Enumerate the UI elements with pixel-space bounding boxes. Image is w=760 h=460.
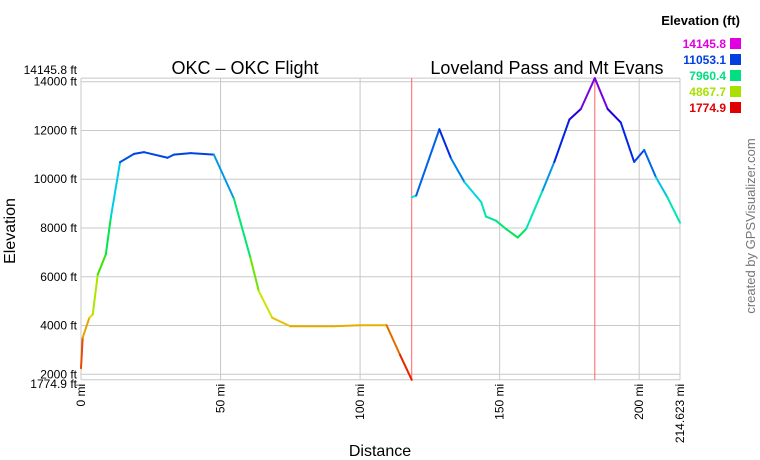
legend-swatch [730, 70, 741, 81]
series-2-segment [480, 201, 487, 218]
y-tick-label: 10000 ft [34, 172, 78, 186]
series-title-1: OKC – OKC Flight [171, 58, 318, 78]
series-2-segment [593, 77, 609, 111]
credit-text: created by GPSVisualizer.com [743, 138, 758, 313]
x-axis-label: Distance [349, 443, 411, 460]
legend: Elevation (ft) 14145.8 11053.1 7960.4 4867.… [661, 13, 741, 115]
legend-swatch [730, 102, 741, 113]
series-2-segment [505, 227, 519, 239]
series-2-segment [450, 157, 466, 184]
series-2-segment [579, 77, 596, 111]
series-2-segment [541, 160, 556, 192]
series-1-segment [104, 216, 112, 256]
x-tick-label: 200 mi [632, 384, 646, 420]
y-extreme-label: 1774.9 ft [30, 377, 77, 391]
y-tick-label: 4000 ft [40, 319, 77, 333]
series-1-segment [81, 316, 91, 339]
x-tick-labels: 0 mi 50 mi 100 mi 150 mi 200 mi 214.623 mi [74, 384, 687, 443]
series-title-2: Loveland Pass and Mt Evans [430, 58, 663, 78]
series-2-segment [553, 118, 571, 163]
series-2-segment [516, 227, 528, 239]
series-1-segment [109, 161, 122, 219]
series-1-segment [399, 353, 413, 381]
series-2-segment [654, 176, 669, 199]
series-1-segment [91, 273, 99, 316]
series-2-segment [666, 196, 681, 224]
x-tick-label: 100 mi [353, 384, 367, 420]
series-1-segment [271, 316, 292, 328]
series-2-segment [619, 121, 636, 163]
series-1-segment [257, 290, 274, 319]
legend-swatch [730, 54, 741, 65]
y-tick-label: 6000 ft [40, 270, 77, 284]
y-tick-label: 14000 ft [34, 75, 78, 89]
series-1-segment [385, 324, 402, 356]
legend-value: 1774.9 [689, 101, 726, 115]
series-1-segment [119, 152, 136, 164]
legend-value: 7960.4 [689, 69, 726, 83]
legend-swatch [730, 86, 741, 97]
legend-value: 11053.1 [683, 53, 726, 67]
y-extreme-label: 14145.8 ft [24, 63, 78, 77]
series-1-segment [143, 151, 169, 159]
series-2-segment [484, 215, 498, 222]
series-2-segment [438, 128, 453, 160]
series-1-segment [166, 153, 175, 159]
y-tick-labels: 2000 ft 4000 ft 6000 ft 8000 ft 10000 ft 1200… [24, 63, 78, 391]
series-1-segment [172, 152, 192, 156]
series-2-segment [606, 108, 622, 124]
series-1-segment [133, 151, 146, 155]
series-1-segment [80, 336, 84, 370]
series-1-segment [249, 256, 260, 293]
x-tick-label: 150 mi [493, 384, 507, 420]
series-1-segment [232, 197, 252, 259]
series-2-segment [633, 148, 646, 163]
legend-swatch [730, 38, 741, 49]
y-tick-label: 2000 ft [40, 367, 77, 381]
legend-value: 14145.8 [683, 37, 727, 51]
grid [80, 77, 681, 381]
series-2-segment [463, 181, 483, 204]
series-1-segment [96, 253, 107, 276]
y-tick-label: 12000 ft [34, 123, 78, 137]
series-2-segment [643, 148, 657, 179]
series-lines [80, 77, 681, 381]
series-1-segment [332, 324, 362, 328]
legend-value: 4867.7 [689, 85, 726, 99]
y-tick-label: 8000 ft [40, 221, 77, 235]
x-tick-label: 0 mi [74, 384, 88, 407]
x-tick-label: 50 mi [214, 384, 228, 413]
series-1-segment [189, 152, 215, 156]
series-2-segment [568, 108, 582, 121]
series-2-segment [415, 128, 441, 197]
x-tick-label: 214.623 mi [673, 384, 687, 443]
y-axis-label: Elevation [2, 198, 19, 264]
track-markers [411, 78, 596, 380]
series-2-segment [495, 219, 508, 230]
legend-title: Elevation (ft) [661, 13, 740, 28]
series-1-segment [212, 153, 235, 200]
series-2-segment [525, 189, 544, 230]
